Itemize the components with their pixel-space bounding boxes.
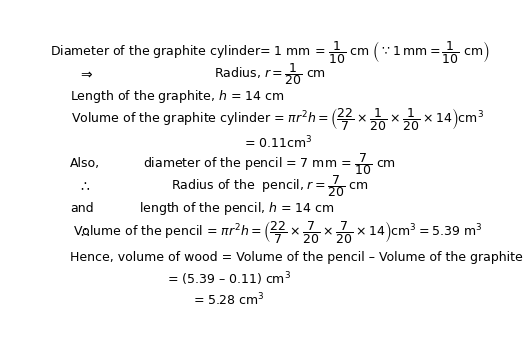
Text: Volume of the pencil = $\pi r^{2}h = \left(\dfrac{22}{7} \times \dfrac{7}{20} \t: Volume of the pencil = $\pi r^{2}h = \le… bbox=[73, 219, 482, 245]
Text: = 0.11cm$^3$: = 0.11cm$^3$ bbox=[244, 135, 312, 152]
Text: $\Rightarrow$: $\Rightarrow$ bbox=[78, 67, 94, 81]
Text: Also,: Also, bbox=[70, 157, 100, 170]
Text: and: and bbox=[70, 202, 94, 215]
Text: Radius, $r = \dfrac{1}{20}$ cm: Radius, $r = \dfrac{1}{20}$ cm bbox=[214, 61, 326, 87]
Text: Volume of the graphite cylinder = $\pi r^{2}h = \left(\dfrac{22}{7} \times \dfra: Volume of the graphite cylinder = $\pi r… bbox=[71, 106, 484, 132]
Text: Length of the graphite, $h$ = 14 cm: Length of the graphite, $h$ = 14 cm bbox=[70, 88, 285, 105]
Text: Hence, volume of wood = Volume of the pencil – Volume of the graphite: Hence, volume of wood = Volume of the pe… bbox=[70, 251, 522, 264]
Text: length of the pencil, $h$ = 14 cm: length of the pencil, $h$ = 14 cm bbox=[139, 200, 335, 217]
Text: = 5.28 cm$^3$: = 5.28 cm$^3$ bbox=[193, 292, 265, 308]
Text: diameter of the pencil = 7 mm = $\dfrac{7}{10}$ cm: diameter of the pencil = 7 mm = $\dfrac{… bbox=[143, 151, 396, 177]
Text: Diameter of the graphite cylinder= 1 mm = $\dfrac{1}{10}$ cm $\left(\because 1\,: Diameter of the graphite cylinder= 1 mm … bbox=[49, 39, 490, 65]
Text: $\therefore$: $\therefore$ bbox=[78, 225, 90, 239]
Text: Radius of the  pencil, $r = \dfrac{7}{20}$ cm: Radius of the pencil, $r = \dfrac{7}{20}… bbox=[170, 173, 369, 199]
Text: $\therefore$: $\therefore$ bbox=[78, 179, 90, 193]
Text: = (5.39 – 0.11) cm$^3$: = (5.39 – 0.11) cm$^3$ bbox=[167, 271, 291, 289]
